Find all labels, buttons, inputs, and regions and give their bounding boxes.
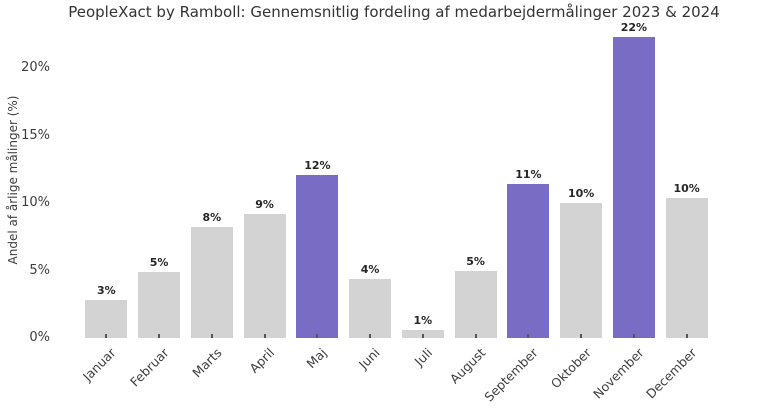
bar-value-label: 11% — [515, 168, 542, 182]
bar-december — [665, 197, 708, 338]
x-tick-mark — [632, 334, 635, 338]
bar-slot-maj: 12% — [291, 28, 344, 338]
chart-title: PeopleXact by Ramboll: Gennemsnitlig for… — [68, 3, 720, 21]
bar-value-label: 8% — [202, 211, 222, 225]
x-tick-label: Maj — [303, 345, 330, 372]
bar-slot-november: 22% — [608, 21, 661, 338]
bar-maj — [296, 174, 339, 338]
bar-marts — [190, 227, 233, 338]
x-tick-label: November — [589, 345, 647, 402]
bar-value-label: 22% — [620, 20, 648, 34]
y-axis: 0% 5% 10% 15% 20% — [0, 28, 50, 345]
y-tick-label: 20% — [21, 60, 50, 75]
x-tick-mark — [316, 334, 319, 338]
bar-slot-februar: 5% — [133, 28, 186, 338]
bar-februar — [138, 271, 181, 338]
x-tick-label: August — [446, 345, 489, 387]
bar-oktober — [560, 203, 603, 338]
y-tick-label: 0% — [29, 330, 50, 345]
bar-value-label: 1% — [413, 313, 433, 327]
x-tick-mark — [527, 334, 530, 338]
plot-area: 3% 5% 8% 9% 12% 4% 1% 5% 11% 10% 22% 10% — [80, 21, 713, 338]
x-tick-mark — [421, 334, 424, 338]
bar-april — [243, 213, 286, 338]
x-tick-mark — [685, 334, 688, 338]
bar-slot-december: 10% — [660, 28, 713, 338]
x-tick-label: Februar — [127, 345, 172, 390]
x-axis-labels: Januar Februar Marts April Maj Juni Juli August… — [80, 338, 713, 412]
x-tick-label: Januar — [80, 345, 119, 384]
x-tick-label: Juni — [355, 345, 383, 372]
bar-value-label: 5% — [149, 255, 169, 269]
x-tick-mark — [263, 334, 266, 338]
x-tick-mark — [474, 334, 477, 338]
bar-value-label: 9% — [255, 197, 274, 211]
x-tick-mark — [105, 334, 108, 338]
bar-september — [507, 184, 550, 338]
bar-slot-april: 9% — [238, 28, 291, 338]
bar-november — [612, 36, 655, 338]
bar-value-label: 10% — [673, 181, 700, 195]
bar-slot-juni: 4% — [344, 28, 397, 338]
bar-slot-september: 11% — [502, 28, 555, 338]
x-tick-mark — [580, 334, 583, 338]
x-tick-label: Oktober — [547, 345, 594, 392]
bar-slot-august: 5% — [449, 28, 502, 338]
y-tick-label: 10% — [21, 195, 50, 210]
bar-slot-marts: 8% — [186, 28, 239, 338]
bar-januar — [85, 300, 128, 338]
x-tick-mark — [158, 334, 161, 338]
bar-value-label: 3% — [97, 284, 116, 298]
x-tick-label: April — [246, 345, 278, 376]
bar-slot-januar: 3% — [80, 28, 133, 338]
x-tick-label: Marts — [189, 345, 225, 381]
x-tick-label: December — [642, 345, 700, 402]
x-tick-mark — [210, 334, 213, 338]
x-tick-label: September — [481, 345, 541, 405]
x-tick-mark — [369, 334, 372, 338]
x-tick-label: Juli — [411, 345, 436, 369]
bar-august — [454, 270, 497, 338]
y-tick-label: 15% — [21, 127, 50, 143]
bar-value-label: 10% — [567, 187, 595, 200]
bar-value-label: 12% — [304, 158, 331, 172]
bar-juni — [349, 278, 392, 338]
y-tick-label: 5% — [29, 262, 50, 278]
bar-value-label: 4% — [360, 262, 380, 276]
bar-slot-juli: 1% — [397, 28, 450, 338]
bar-value-label: 5% — [466, 254, 485, 268]
bar-juli — [401, 329, 444, 338]
bar-slot-oktober: 10% — [555, 28, 608, 338]
